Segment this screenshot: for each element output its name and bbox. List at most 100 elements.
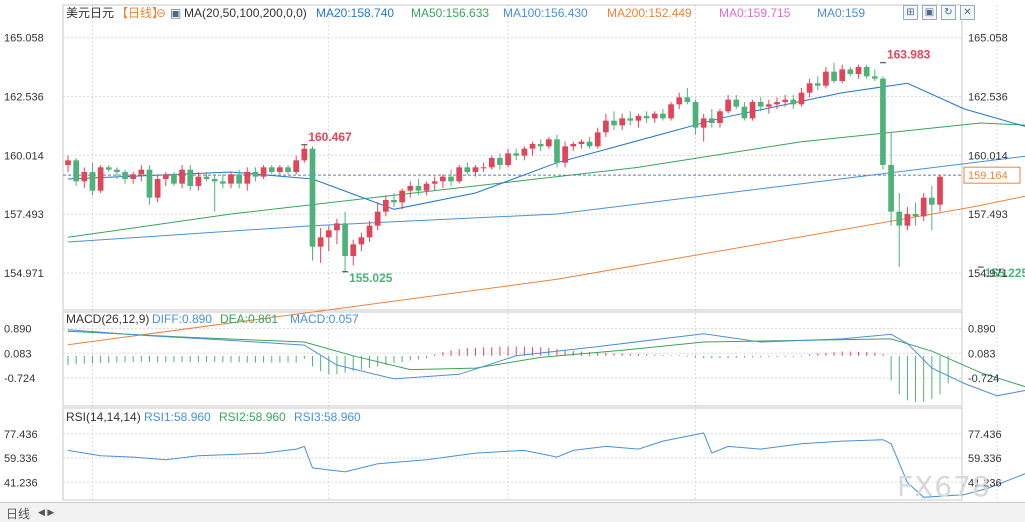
- close-icon[interactable]: ✕: [960, 5, 975, 20]
- refresh-icon[interactable]: ↻: [941, 5, 956, 20]
- ma-header-text: MA(20,50,100,200,0,0): [184, 6, 307, 20]
- macd-header-text: MACD(26,12,9): [66, 312, 149, 326]
- candle-body: [513, 153, 520, 156]
- candle-body: [252, 172, 259, 177]
- macd-tick-left: -0.724: [4, 373, 35, 385]
- candle-body: [187, 169, 194, 186]
- candle-body: [766, 104, 772, 107]
- macd-header-text: MACD:0.057: [290, 312, 359, 326]
- candle-body: [863, 67, 870, 77]
- dea-line: [67, 330, 1025, 388]
- ma-header-text: MA0:159: [817, 6, 865, 20]
- candle-body: [545, 139, 552, 147]
- candle-body: [179, 169, 185, 184]
- candle-body: [692, 102, 699, 128]
- candle-body: [97, 167, 104, 191]
- rsi-tick-right: 41.236: [968, 477, 1002, 489]
- price-tick-left: 154.971: [4, 268, 44, 280]
- candle-body: [725, 99, 731, 112]
- rsi-tick-left: 41.236: [4, 477, 38, 489]
- candle-body: [847, 69, 854, 74]
- candle-body: [798, 92, 805, 105]
- candle-body: [211, 179, 218, 182]
- grid: [63, 5, 998, 500]
- candle-body: [806, 83, 813, 93]
- candle-body: [73, 160, 80, 182]
- candle-body: [448, 176, 454, 182]
- price-tick-left: 162.536: [4, 91, 44, 103]
- image-icon[interactable]: ▣: [922, 5, 937, 20]
- candle-body: [912, 214, 919, 217]
- candle-body: [904, 214, 911, 226]
- macd-tick-right: 0.083: [968, 348, 996, 360]
- candle-body: [407, 186, 414, 191]
- scroll-arrows[interactable]: ◀ ▶: [38, 507, 55, 517]
- candle-body: [366, 225, 373, 238]
- candle-body: [171, 174, 177, 184]
- candle-body: [814, 83, 821, 86]
- candle-body: [260, 167, 267, 177]
- candle-body: [708, 118, 715, 123]
- candle-body: [89, 172, 96, 191]
- candle-body: [594, 132, 601, 147]
- pane-frame: [62, 407, 963, 501]
- ma-header-text: MA200:152.449: [607, 6, 692, 20]
- rsi-tick-left: 59.336: [4, 453, 38, 465]
- ma-header-text: MA50:156.633: [411, 6, 489, 20]
- candle-body: [464, 167, 471, 172]
- candle-body: [757, 102, 764, 107]
- candle-body: [570, 144, 577, 147]
- rsi-header-text: RSI2:58.960: [219, 410, 286, 424]
- ma-header-text: 美元日元: [66, 6, 114, 20]
- ma50-line: [67, 122, 1025, 238]
- candle-body: [138, 169, 145, 175]
- candle-body: [350, 244, 357, 256]
- price-tick-right: 165.058: [968, 33, 1008, 45]
- candle-body: [651, 113, 658, 119]
- candle-body: [676, 97, 683, 105]
- candle-body: [668, 104, 674, 119]
- candle-body: [228, 174, 234, 184]
- price-tick-right: 154.971: [968, 268, 1008, 280]
- candle-body: [660, 113, 666, 119]
- candle-body: [562, 146, 568, 163]
- rsi-tick-right: 59.336: [968, 453, 1002, 465]
- pane-frame: [62, 4, 963, 311]
- extreme-annotation: 155.225: [985, 266, 1025, 280]
- candle-body: [244, 172, 251, 184]
- candle-body: [154, 179, 161, 198]
- candle-body: [717, 111, 723, 123]
- current-price-value: 159.164: [968, 170, 1008, 182]
- candle-body: [774, 102, 780, 105]
- macd-pane: [67, 329, 1025, 402]
- candle-body: [130, 174, 137, 179]
- watermark: FX678: [897, 470, 991, 503]
- rsi-tick-right: 77.436: [968, 429, 1002, 441]
- candle-body: [358, 237, 365, 245]
- candle-body: [855, 67, 862, 74]
- candle-body: [105, 167, 112, 170]
- macd-tick-right: -0.724: [968, 373, 999, 385]
- candle-body: [782, 99, 789, 102]
- candle-body: [162, 174, 169, 179]
- period-selector[interactable]: 日线: [6, 507, 31, 521]
- candle-body: [219, 181, 226, 184]
- candle-body: [268, 167, 275, 172]
- macd-tick-left: 0.083: [4, 348, 32, 360]
- candle-body: [627, 118, 634, 121]
- ma-header-text: ▣: [170, 6, 181, 20]
- candle-body: [920, 197, 927, 217]
- candle-body: [440, 176, 446, 182]
- candle-body: [309, 148, 316, 247]
- price-tick-left: 157.493: [4, 209, 44, 221]
- candle-body: [415, 186, 422, 191]
- candle-body: [65, 160, 71, 165]
- candle-body: [871, 76, 878, 79]
- candle-body: [619, 118, 626, 126]
- ma100-line: [67, 155, 1025, 243]
- candle-body: [741, 106, 748, 119]
- candle-body: [236, 174, 242, 184]
- candle-body: [374, 211, 381, 226]
- macd-tick-right: 0.890: [968, 323, 996, 335]
- expand-icon[interactable]: ⊞: [903, 5, 918, 20]
